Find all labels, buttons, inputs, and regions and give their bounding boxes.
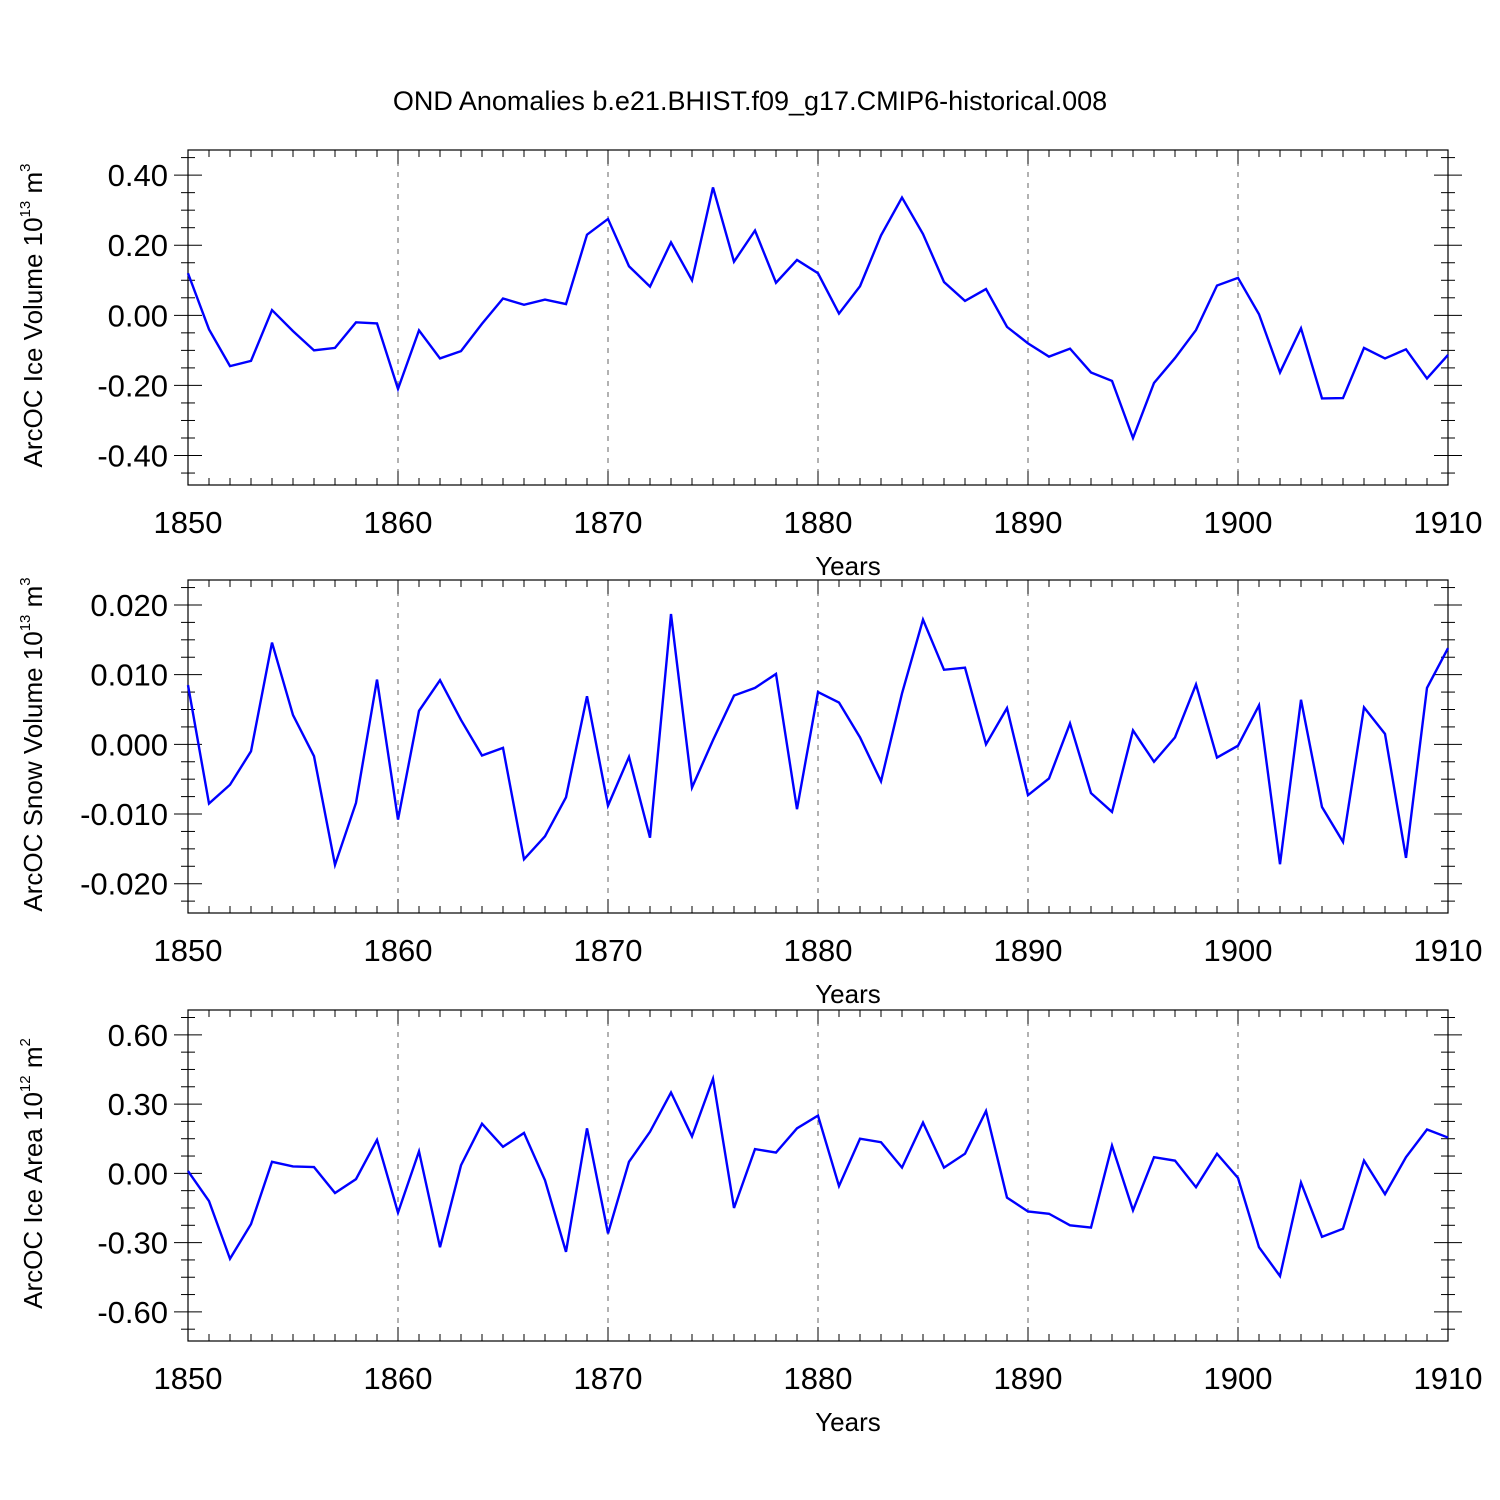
- x-tick-label: 1880: [784, 1361, 853, 1396]
- x-tick-label: 1870: [574, 933, 643, 968]
- y-tick-label: 0.010: [90, 658, 168, 693]
- x-tick-label: 1890: [994, 505, 1063, 540]
- x-tick-label: 1910: [1414, 505, 1483, 540]
- panel-1: 1850 1860 1870 1880 1890 1900 1910 -0.40 -0.20 0.…: [17, 149, 1483, 581]
- x-tick-label: 1910: [1414, 1361, 1483, 1396]
- y-axis-title-exp: 13: [17, 201, 34, 218]
- y-tick-label: 0.40: [108, 158, 168, 193]
- y-axis-title-unit: m: [18, 172, 48, 201]
- x-tick-label: 1850: [154, 933, 223, 968]
- x-tick-label: 1850: [154, 1361, 223, 1396]
- y-axis-title-exp: 13: [17, 615, 34, 632]
- y-tick-label: 0.000: [90, 727, 168, 762]
- x-tick-label: 1910: [1414, 933, 1483, 968]
- y-tick-label: -0.010: [80, 797, 168, 832]
- y-tick-label: -0.30: [97, 1226, 168, 1261]
- y-tick-label: 0.020: [90, 588, 168, 623]
- y-tick-label: -0.40: [97, 439, 168, 474]
- x-tick-label: 1870: [574, 505, 643, 540]
- y-tick-label: 0.30: [108, 1087, 168, 1122]
- panels: 1850 1860 1870 1880 1890 1900 1910 -0.40 -0.20 0.…: [17, 149, 1483, 1437]
- y-axis-title-text: ArcOC Ice Volume 10: [18, 217, 48, 467]
- y-axis-title: ArcOC Ice Area 1012 m2: [17, 1038, 48, 1309]
- y-axis-title-text: ArcOC Snow Volume 10: [18, 631, 48, 911]
- panel-2: 1850 1860 1870 1880 1890 1900 1910 -0.020 -0.010…: [17, 577, 1482, 1009]
- x-tick-label: 1850: [154, 505, 223, 540]
- x-tick-label: 1900: [1204, 933, 1273, 968]
- x-tick-label: 1860: [364, 933, 433, 968]
- x-tick-label: 1900: [1204, 1361, 1273, 1396]
- y-tick-label: 0.20: [108, 228, 168, 263]
- y-axis-title-unit-exp: 2: [17, 1038, 34, 1046]
- y-tick-label: 0.00: [108, 298, 168, 333]
- y-tick-label: -0.20: [97, 368, 168, 403]
- series-line: [186, 613, 1450, 870]
- x-axis-title: Years: [815, 979, 881, 1009]
- y-axis-title-text: ArcOC Ice Area 10: [18, 1092, 48, 1309]
- x-tick-label: 1900: [1204, 505, 1273, 540]
- panel-3: 1850 1860 1870 1880 1890 1900 1910 -0.60 -0.30 0.…: [17, 1009, 1483, 1437]
- y-axis-title-exp: 12: [17, 1075, 34, 1092]
- series-line: [187, 1073, 1449, 1279]
- y-axis-title: ArcOC Ice Volume 1013 m3: [17, 164, 48, 468]
- x-tick-label: 1890: [994, 1361, 1063, 1396]
- y-tick-label: -0.60: [97, 1295, 168, 1330]
- x-tick-label: 1860: [364, 505, 433, 540]
- series-line: [186, 187, 1449, 442]
- x-axis-title: Years: [815, 551, 881, 581]
- x-tick-label: 1880: [784, 505, 853, 540]
- y-axis-title-unit-exp: 3: [17, 577, 34, 585]
- x-tick-label: 1880: [784, 933, 853, 968]
- x-tick-label: 1890: [994, 933, 1063, 968]
- y-tick-label: -0.020: [80, 867, 168, 902]
- y-tick-label: 0.60: [108, 1018, 168, 1053]
- y-tick-label: 0.00: [108, 1156, 168, 1191]
- x-tick-label: 1860: [364, 1361, 433, 1396]
- y-axis-title-unit: m: [18, 586, 48, 615]
- y-axis-title: ArcOC Snow Volume 1013 m3: [17, 577, 48, 911]
- x-tick-label: 1870: [574, 1361, 643, 1396]
- figure-title: OND Anomalies b.e21.BHIST.f09_g17.CMIP6-…: [393, 86, 1107, 116]
- x-axis-title: Years: [815, 1407, 881, 1437]
- y-axis-title-unit-exp: 3: [17, 164, 34, 172]
- y-axis-title-unit: m: [18, 1047, 48, 1076]
